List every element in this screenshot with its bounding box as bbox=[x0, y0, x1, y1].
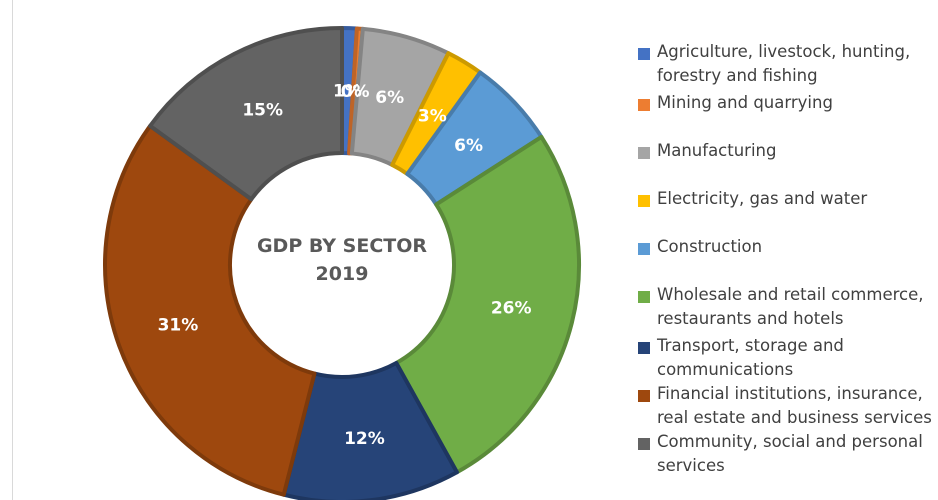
legend-label: Community, social and personal services bbox=[657, 430, 938, 478]
legend-label-line: Mining and quarrying bbox=[657, 93, 833, 112]
legend-label-line: restaurants and hotels bbox=[657, 309, 844, 328]
slice-label-6: 12% bbox=[344, 429, 385, 449]
legend-label: Manufacturing bbox=[657, 139, 938, 163]
slice-label-2: 6% bbox=[375, 88, 404, 108]
legend-swatch bbox=[638, 438, 650, 450]
legend-label: Agriculture, livestock, hunting, forestry… bbox=[657, 40, 938, 88]
legend-swatch bbox=[638, 147, 650, 159]
legend-swatch bbox=[638, 342, 650, 354]
legend-label-line: forestry and fishing bbox=[657, 66, 818, 85]
legend-label: Financial institutions, insurance, real e… bbox=[657, 382, 938, 430]
donut-chart: 1%0% 6%3%6%26%12%31%15% GDP BY SECTOR 201… bbox=[103, 26, 581, 500]
legend-label-line: communications bbox=[657, 360, 794, 379]
legend-label-line: Wholesale and retail commerce, bbox=[657, 285, 924, 304]
legend-swatch bbox=[638, 99, 650, 111]
slice-7 bbox=[103, 123, 317, 497]
legend-label: Transport, storage and communications bbox=[657, 334, 938, 382]
slice-label-3: 3% bbox=[418, 107, 447, 127]
slice-label-7: 31% bbox=[158, 315, 199, 335]
legend-label-line: Transport, storage and bbox=[657, 336, 844, 355]
legend-swatch bbox=[638, 390, 650, 402]
legend-label-line: Manufacturing bbox=[657, 141, 777, 160]
center-title-line-1: GDP BY SECTOR bbox=[257, 235, 427, 257]
legend-swatch bbox=[638, 243, 650, 255]
slice-label-5: 26% bbox=[491, 299, 532, 319]
slice-label-0: 1% bbox=[333, 82, 362, 102]
slice-5 bbox=[394, 134, 581, 475]
slice-label-4: 6% bbox=[454, 136, 483, 156]
legend-swatch bbox=[638, 195, 650, 207]
legend-label-line: Financial institutions, insurance, bbox=[657, 384, 923, 403]
legend-swatch bbox=[638, 48, 650, 60]
center-title-line-2: 2019 bbox=[316, 263, 369, 285]
slice-label-1: 0% bbox=[341, 82, 370, 102]
slice-8 bbox=[148, 26, 344, 202]
legend-label: Mining and quarrying bbox=[657, 91, 938, 115]
legend-label: Electricity, gas and water bbox=[657, 187, 938, 211]
legend-label-line: Agriculture, livestock, hunting, bbox=[657, 42, 911, 61]
slice-label-8: 15% bbox=[242, 101, 283, 121]
legend-label: Construction bbox=[657, 235, 938, 259]
donut-slices bbox=[103, 26, 581, 500]
legend-swatch bbox=[638, 291, 650, 303]
legend-label: Wholesale and retail commerce, restaurant… bbox=[657, 283, 938, 331]
donut-slice-labels: 1%0% 6%3%6%26%12%31%15% bbox=[158, 82, 532, 449]
frame-border bbox=[12, 0, 13, 500]
legend-label-line: Electricity, gas and water bbox=[657, 189, 868, 208]
legend-label-line: Construction bbox=[657, 237, 763, 256]
legend-label-line: Community, social and personal bbox=[657, 432, 923, 451]
legend-label-line: real estate and business services bbox=[657, 408, 932, 427]
legend-label-line: services bbox=[657, 456, 725, 475]
